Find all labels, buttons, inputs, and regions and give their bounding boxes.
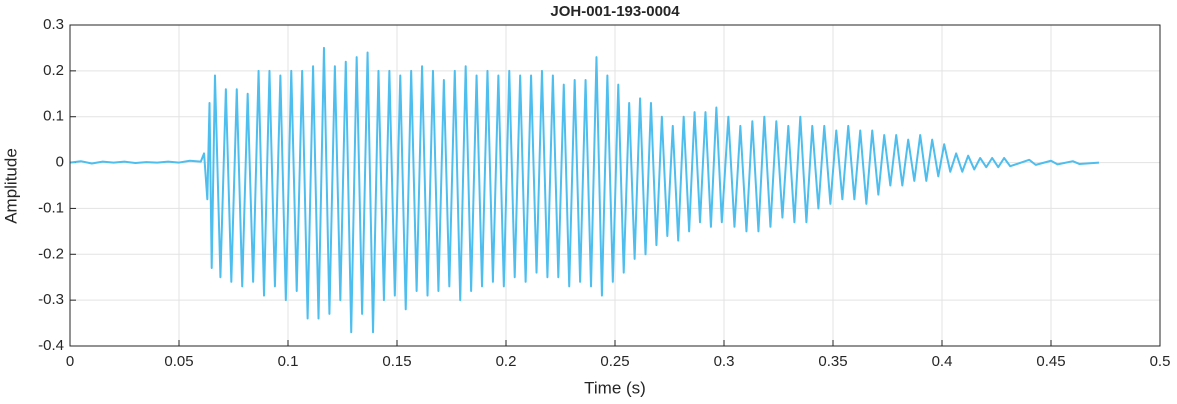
y-tick-label: 0.1 [43, 108, 64, 125]
x-tick-label: 0.3 [714, 353, 735, 370]
y-tick-label: -0.2 [38, 245, 64, 262]
x-tick-label: 0 [66, 353, 74, 370]
x-tick-label: 0.35 [818, 353, 847, 370]
x-tick-label: 0.4 [932, 353, 953, 370]
y-tick-label: -0.1 [38, 199, 64, 216]
x-tick-label: 0.1 [278, 353, 299, 370]
x-tick-label: 0.15 [382, 353, 411, 370]
y-tick-label: 0.3 [43, 16, 64, 33]
axes-box [69, 24, 1161, 347]
y-axis-label: Amplitude [1, 148, 20, 224]
y-tick-label: 0.2 [43, 62, 64, 79]
x-tick-label: 0.25 [600, 353, 629, 370]
x-tick-label: 0.45 [1036, 353, 1065, 370]
chart-title: JOH-001-193-0004 [550, 3, 680, 20]
x-tick-label: 0.5 [1150, 353, 1171, 370]
x-tick-label: 0.2 [496, 353, 517, 370]
y-tick-label: -0.3 [38, 291, 64, 308]
x-axis-label: Time (s) [584, 378, 646, 397]
y-tick-label: 0 [56, 154, 64, 171]
y-tick-label: -0.4 [38, 337, 64, 354]
x-tick-label: 0.05 [164, 353, 193, 370]
waveform-line [69, 46, 1100, 334]
